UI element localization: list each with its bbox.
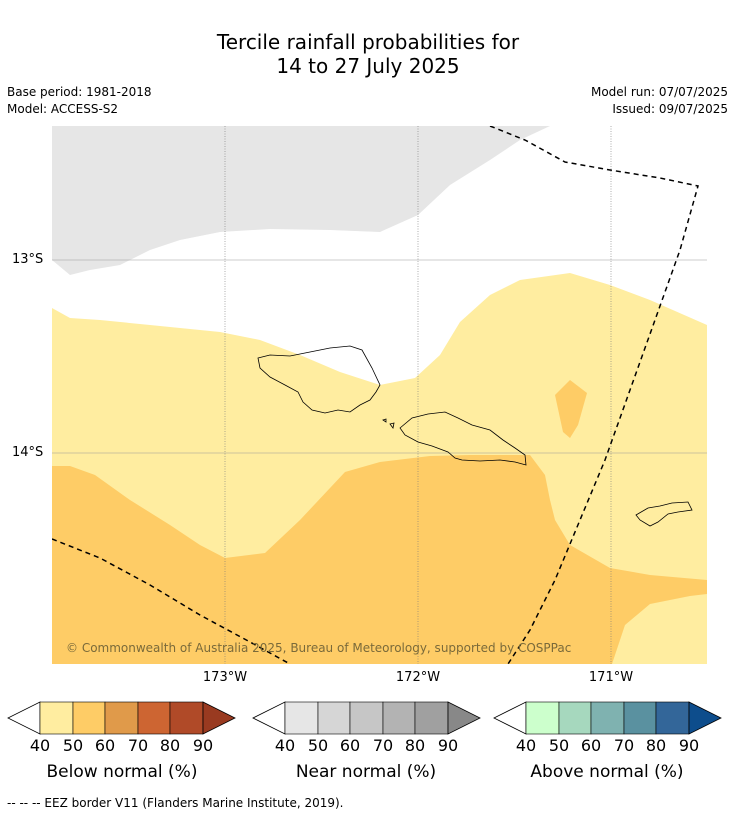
lon-label-171w: 171°W — [588, 670, 634, 685]
lat-label-13s: 13°S — [12, 252, 44, 267]
tick-above-60: 60 — [580, 736, 602, 755]
tick-near-90: 90 — [437, 736, 459, 755]
below-normal-dark-patch — [555, 380, 587, 438]
model-run: Model run: 07/07/2025 — [590, 85, 728, 99]
colorbar-below — [7, 701, 236, 735]
tick-near-70: 70 — [372, 736, 394, 755]
lon-label-172w: 172°W — [395, 670, 441, 685]
island-savaii — [257, 345, 381, 414]
eez-legend-note: -- -- -- EEZ border V11 (Flanders Marine… — [7, 796, 344, 810]
eez-border-southwest — [52, 538, 291, 664]
tick-below-50: 50 — [62, 736, 84, 755]
lat-label-14s: 14°S — [12, 445, 44, 460]
island-small-1 — [382, 418, 387, 423]
eez-border-east — [489, 126, 699, 664]
tick-below-70: 70 — [127, 736, 149, 755]
tick-near-40: 40 — [274, 736, 296, 755]
colorbar-label-below: Below normal (%) — [46, 762, 198, 782]
colorbar-label-near: Near normal (%) — [295, 762, 437, 782]
issued-date: Issued: 09/07/2025 — [612, 102, 728, 116]
meta-right: Model run: 07/07/2025 Issued: 09/07/2025 — [591, 84, 728, 118]
colorbar-above — [493, 701, 722, 735]
tick-above-90: 90 — [678, 736, 700, 755]
page-title: Tercile rainfall probabilities for 14 to… — [0, 30, 736, 78]
tick-above-50: 50 — [548, 736, 570, 755]
copyright-notice: © Commonwealth of Australia 2025, Bureau… — [66, 641, 572, 655]
island-upolu — [399, 411, 527, 466]
tick-above-70: 70 — [613, 736, 635, 755]
tick-near-60: 60 — [339, 736, 361, 755]
below-normal-dark-region — [52, 455, 707, 664]
tick-near-50: 50 — [307, 736, 329, 755]
meta-left: Base period: 1981-2018 Model: ACCESS-S2 — [7, 84, 152, 118]
base-period: Base period: 1981-2018 — [7, 85, 152, 99]
tick-below-90: 90 — [192, 736, 214, 755]
near-normal-region — [52, 126, 550, 275]
colorbar-label-above: Above normal (%) — [530, 762, 684, 782]
lon-label-173w: 173°W — [202, 670, 248, 685]
title-line-2: 14 to 27 July 2025 — [276, 54, 460, 78]
title-line-1: Tercile rainfall probabilities for — [216, 30, 520, 54]
colorbar-near — [252, 701, 481, 735]
tick-above-40: 40 — [515, 736, 537, 755]
island-tutuila — [635, 501, 693, 527]
island-small-2 — [389, 422, 395, 429]
tick-below-80: 80 — [159, 736, 181, 755]
colorbars — [7, 701, 722, 735]
tick-near-80: 80 — [404, 736, 426, 755]
tick-below-40: 40 — [29, 736, 51, 755]
tick-above-80: 80 — [645, 736, 667, 755]
tick-below-60: 60 — [94, 736, 116, 755]
model-name: Model: ACCESS-S2 — [7, 102, 119, 116]
